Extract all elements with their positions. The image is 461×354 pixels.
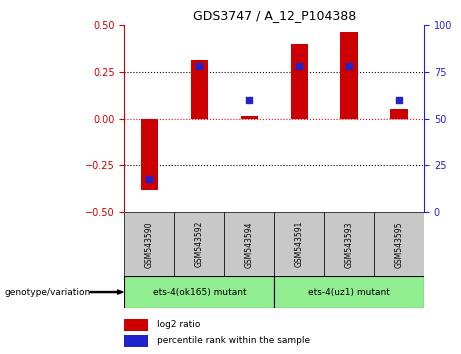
- Bar: [241, 116, 258, 119]
- Text: genotype/variation: genotype/variation: [5, 287, 91, 297]
- Bar: [124, 212, 174, 276]
- Text: GSM543590: GSM543590: [145, 221, 154, 268]
- Text: percentile rank within the sample: percentile rank within the sample: [158, 336, 311, 346]
- Bar: [124, 276, 274, 308]
- Text: ets-4(uz1) mutant: ets-4(uz1) mutant: [308, 287, 390, 297]
- Text: GSM543592: GSM543592: [195, 221, 204, 268]
- Bar: [324, 212, 374, 276]
- Point: [296, 63, 303, 69]
- Point: [345, 63, 353, 69]
- Point: [396, 97, 403, 103]
- Text: log2 ratio: log2 ratio: [158, 320, 201, 330]
- Point: [146, 176, 153, 182]
- Text: GSM543593: GSM543593: [345, 221, 354, 268]
- Text: GSM543591: GSM543591: [295, 221, 304, 268]
- Bar: [225, 212, 274, 276]
- Bar: [191, 61, 208, 119]
- Bar: [374, 212, 424, 276]
- Point: [195, 63, 203, 69]
- Bar: [390, 109, 408, 119]
- Title: GDS3747 / A_12_P104388: GDS3747 / A_12_P104388: [193, 9, 356, 22]
- Bar: [174, 212, 225, 276]
- Bar: [141, 119, 158, 190]
- Bar: [124, 319, 148, 331]
- Bar: [274, 276, 424, 308]
- Bar: [124, 335, 148, 347]
- Text: GSM543594: GSM543594: [245, 221, 254, 268]
- Text: ets-4(ok165) mutant: ets-4(ok165) mutant: [153, 287, 246, 297]
- Bar: [274, 212, 324, 276]
- Point: [246, 97, 253, 103]
- Text: GSM543595: GSM543595: [395, 221, 404, 268]
- Bar: [341, 32, 358, 119]
- Bar: [290, 44, 308, 119]
